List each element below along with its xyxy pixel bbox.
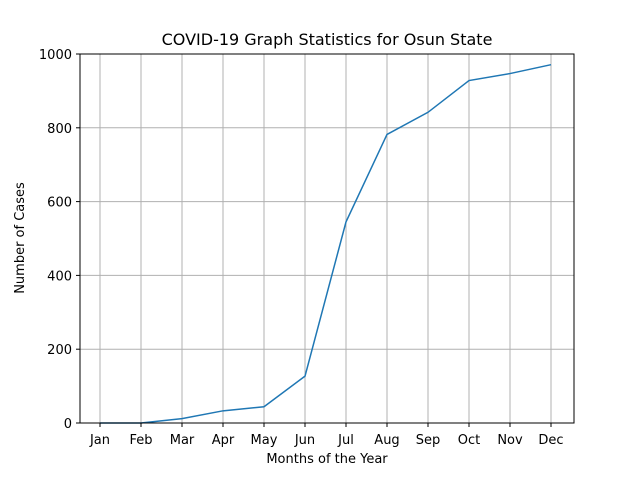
chart-title: COVID-19 Graph Statistics for Osun State bbox=[162, 30, 493, 49]
x-tick-label: Jun bbox=[294, 433, 315, 448]
x-tick-label: Aug bbox=[374, 433, 399, 448]
x-axis-ticks: Jan Feb Mar Apr May Jun Jul Aug Sep Oct Nov Dec bbox=[89, 423, 564, 448]
y-tick-label: 400 bbox=[47, 269, 72, 284]
plot-background bbox=[80, 54, 574, 423]
x-tick-label: Sep bbox=[416, 433, 441, 448]
x-axis-label: Months of the Year bbox=[266, 452, 388, 467]
x-tick-label: May bbox=[251, 433, 278, 448]
plot-frame bbox=[79, 53, 575, 424]
y-tick-label: 0 bbox=[64, 417, 72, 432]
x-tick-label: Jul bbox=[337, 433, 354, 448]
x-tick-label: Nov bbox=[497, 433, 523, 448]
x-tick-label: Feb bbox=[129, 433, 152, 448]
x-tick-label: Dec bbox=[538, 433, 563, 448]
series-line bbox=[100, 63, 552, 424]
x-tick-label: Apr bbox=[212, 433, 235, 448]
x-tick-label: Mar bbox=[170, 433, 195, 448]
y-axis-ticks: 0 200 400 600 800 1000 bbox=[39, 48, 80, 432]
x-tick-label: Jan bbox=[89, 433, 110, 448]
y-tick-label: 600 bbox=[47, 196, 72, 211]
grid-lines bbox=[80, 54, 574, 423]
y-tick-label: 200 bbox=[47, 343, 72, 358]
y-tick-label: 800 bbox=[47, 122, 72, 137]
y-axis-label: Number of Cases bbox=[13, 182, 28, 294]
x-tick-label: Oct bbox=[458, 433, 480, 448]
y-tick-label: 1000 bbox=[39, 48, 72, 63]
